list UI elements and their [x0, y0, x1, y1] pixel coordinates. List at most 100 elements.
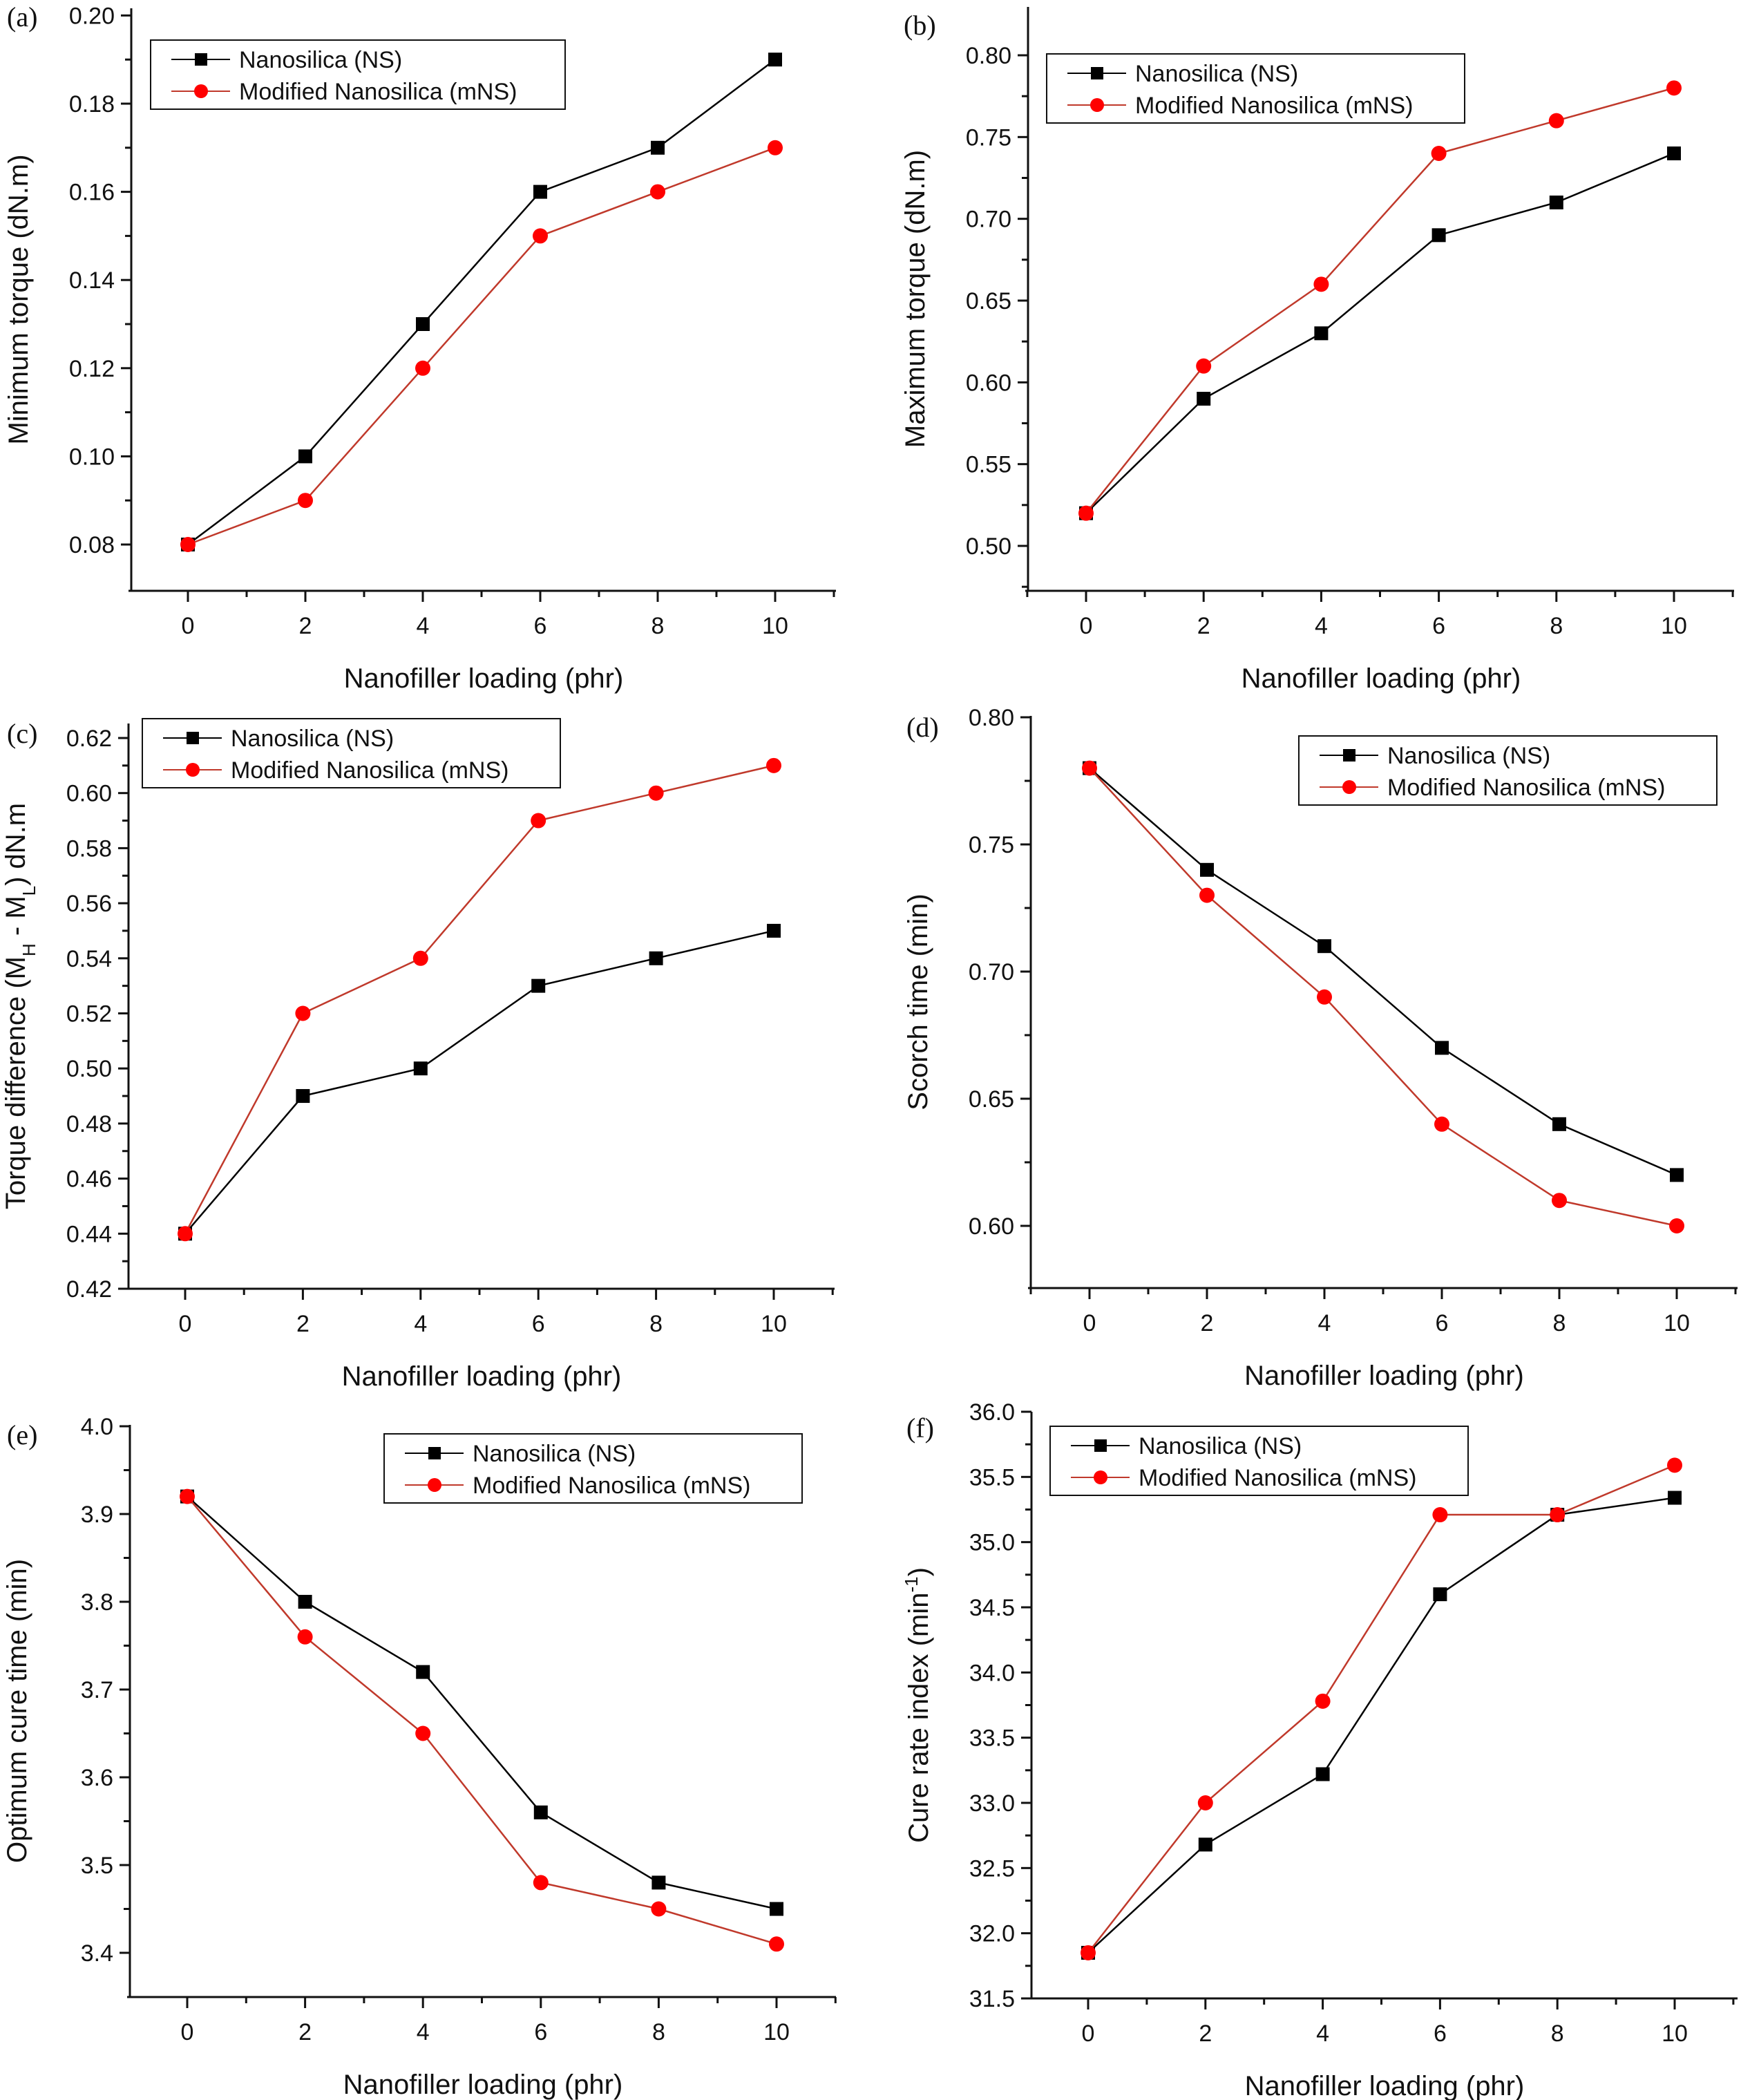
legend-label: Nanosilica (NS) [1135, 61, 1298, 87]
x-axis-title: Nanofiller loading (phr) [1245, 2071, 1525, 2100]
data-point-mNS [769, 1936, 784, 1952]
legend-circle-marker-icon [1342, 780, 1356, 794]
y-tick-label: 0.80 [966, 43, 1011, 69]
data-point-mNS [1548, 113, 1564, 129]
panel-label: (a) [7, 1, 37, 32]
y-axis-title: Minimum torque (dN.m) [3, 154, 34, 444]
data-point-NS [767, 923, 781, 938]
y-axis-title-part: ) dN.m [1, 803, 31, 886]
data-point-NS [533, 1805, 548, 1819]
data-point-NS [1315, 1767, 1330, 1781]
x-axis-title: Nanofiller loading (phr) [1241, 663, 1521, 694]
legend-label: Modified Nanosilica (mNS) [239, 79, 517, 105]
y-axis-title: Optimum cure time (min) [2, 1559, 32, 1863]
x-axis-title: Nanofiller loading (phr) [1244, 1361, 1524, 1391]
y-tick-label: 0.65 [969, 1086, 1014, 1113]
legend-box [150, 39, 566, 110]
x-tick-label: 0 [181, 2019, 194, 2045]
chart-panel-b: (b) 0 2 4 6 8 10 0.50 0.55 0.60 0.65 0.70 0.75 0.80 Na… [900, 7, 1734, 694]
data-point-mNS [1667, 1457, 1682, 1473]
y-tick-label: 0.75 [966, 124, 1011, 151]
data-point-NS [651, 140, 665, 155]
data-point-mNS [531, 813, 546, 829]
y-tick-label: 0.08 [69, 532, 115, 558]
x-tick-label: 0 [182, 613, 195, 639]
y-axis-title: Scorch time (min) [903, 893, 933, 1110]
panel-label: (b) [904, 10, 936, 41]
legend-box [1046, 53, 1465, 124]
data-point-NS [416, 1665, 430, 1679]
x-tick-label: 4 [1318, 1310, 1331, 1336]
legend-square-marker-icon [1094, 1439, 1107, 1452]
y-tick-label: 0.60 [66, 781, 112, 807]
series-line-mNS [1087, 1464, 1675, 1954]
series-line-NS [187, 1495, 777, 1910]
data-point-NS [1435, 1041, 1449, 1055]
y-tick-label: 0.56 [66, 891, 112, 917]
panel-label: (d) [906, 712, 939, 743]
series-line-NS [184, 929, 774, 1235]
y-axis-title: Cure rate index (min-1) [901, 1567, 934, 1843]
data-point-NS [298, 1595, 312, 1609]
legend: Nanosilica (NS) Modified Nanosilica (mNS) [383, 1433, 803, 1504]
x-tick-label: 2 [298, 2019, 312, 2045]
data-point-NS [1433, 1587, 1447, 1602]
data-point-NS [296, 1089, 310, 1104]
y-axis-title: Torque difference (MH - ML) dN.m [1, 803, 39, 1209]
legend-label: Modified Nanosilica (mNS) [1135, 93, 1413, 119]
y-tick-label: 0.60 [969, 1213, 1014, 1240]
y-tick-label: 0.80 [969, 705, 1014, 731]
x-tick-label: 0 [1083, 1310, 1096, 1336]
x-tick-label: 4 [1316, 2021, 1329, 2047]
data-point-NS [770, 1902, 783, 1916]
data-point-mNS [1434, 1116, 1449, 1132]
data-point-mNS [1313, 276, 1329, 292]
legend-box [1049, 1426, 1469, 1496]
y-tick-label: 0.50 [66, 1056, 112, 1082]
data-point-mNS [180, 1488, 195, 1504]
data-point-NS [651, 1875, 666, 1890]
data-point-NS [1552, 1117, 1566, 1131]
y-tick-label: 0.70 [969, 959, 1014, 985]
data-point-mNS [533, 228, 548, 244]
data-point-NS [1314, 326, 1329, 341]
data-point-NS [533, 185, 547, 199]
legend-circle-marker-icon [428, 1478, 441, 1492]
legend-circle-marker-icon [186, 763, 200, 777]
data-point-NS [1667, 146, 1681, 160]
legend-circle-marker-icon [194, 84, 208, 98]
x-axis-title: Nanofiller loading (phr) [344, 663, 624, 694]
y-tick-label: 0.75 [969, 832, 1014, 858]
y-tick-label: 0.58 [66, 835, 112, 862]
data-point-mNS [766, 757, 781, 773]
y-tick-label: 0.65 [966, 288, 1011, 314]
x-tick-label: 10 [763, 2019, 790, 2045]
legend: Nanosilica (NS) Modified Nanosilica (mNS) [1046, 53, 1465, 124]
data-point-mNS [1317, 989, 1332, 1005]
legend-circle-marker-icon [1090, 98, 1104, 112]
legend-label: Nanosilica (NS) [239, 47, 402, 73]
series-line-mNS [187, 1495, 777, 1945]
series-line-NS [1089, 767, 1677, 1176]
x-tick-label: 2 [1197, 613, 1210, 639]
x-tick-label: 8 [1553, 1310, 1566, 1336]
y-tick-label: 3.9 [81, 1502, 113, 1528]
x-tick-label: 6 [1436, 1310, 1449, 1336]
x-tick-label: 8 [651, 613, 665, 639]
y-tick-label: 34.0 [969, 1660, 1015, 1686]
x-tick-label: 8 [649, 1311, 663, 1337]
series-line-NS [1087, 1497, 1675, 1954]
data-point-mNS [1669, 1218, 1684, 1233]
y-tick-label: 0.18 [69, 91, 115, 117]
data-point-mNS [180, 537, 196, 552]
x-tick-label: 2 [1199, 2021, 1212, 2047]
series-line-mNS [1085, 87, 1675, 514]
y-axis-title-part: Maximum torque (dN.m) [900, 150, 931, 448]
legend-label: Nanosilica (NS) [1387, 743, 1550, 769]
data-point-NS [413, 1061, 428, 1076]
x-tick-label: 2 [1201, 1310, 1214, 1336]
x-axis-title: Nanofiller loading (phr) [342, 1361, 622, 1392]
x-tick-label: 4 [417, 2019, 430, 2045]
data-point-NS [1198, 1837, 1212, 1852]
x-tick-label: 10 [1661, 613, 1687, 639]
